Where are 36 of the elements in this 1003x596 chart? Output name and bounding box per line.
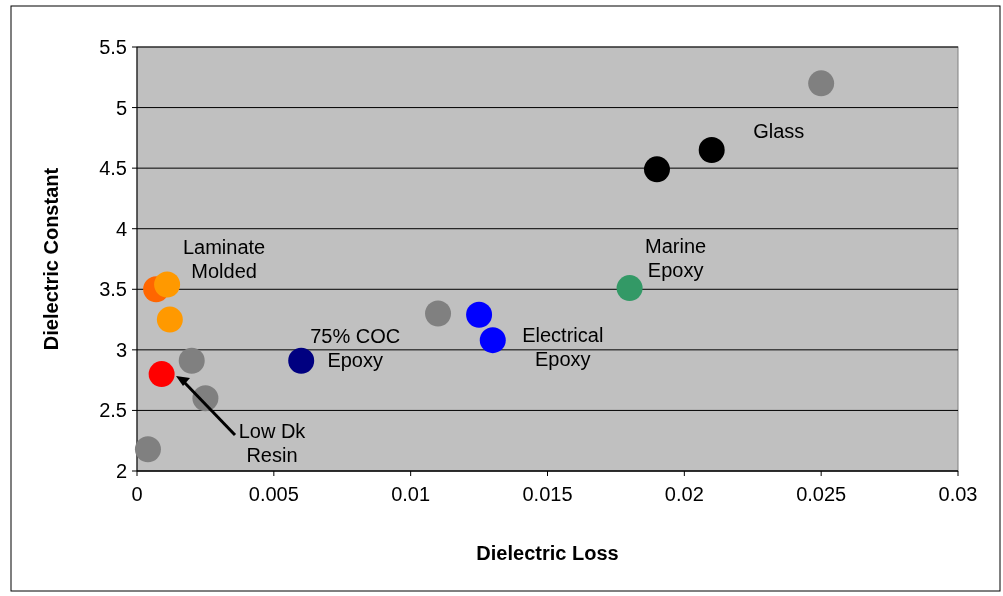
annotation: Low Dk Resin <box>238 420 307 466</box>
x-tick-label: 0 <box>131 483 143 505</box>
y-tick-label: 5.5 <box>99 36 127 58</box>
annotation: Electrical Epoxy <box>522 324 604 371</box>
x-tick-label: 0.03 <box>938 483 978 505</box>
annotation: 75% COC Epoxy <box>310 324 401 371</box>
x-tick-label: 0.025 <box>796 483 847 505</box>
point <box>148 361 175 388</box>
point <box>616 275 643 302</box>
point <box>643 156 670 183</box>
point <box>698 136 725 163</box>
point <box>154 271 181 298</box>
x-axis-title: Dielectric Loss <box>476 542 619 564</box>
y-tick-label: 2 <box>115 460 127 482</box>
x-tick-label: 0.015 <box>522 483 573 505</box>
annotation: Glass <box>753 119 805 142</box>
point <box>288 347 315 374</box>
y-tick-label: 4 <box>115 217 127 240</box>
point <box>425 300 452 327</box>
y-axis-title: Dielectric Constant <box>40 167 62 351</box>
point <box>178 347 205 374</box>
y-tick-label: 5 <box>115 96 127 119</box>
point <box>808 70 835 97</box>
x-tick-label: 0.01 <box>391 483 431 505</box>
y-tick-label: 4.5 <box>99 157 127 180</box>
annotation: Marine Epoxy <box>645 235 707 282</box>
annotation: Laminate Molded <box>182 236 266 283</box>
x-tick-label: 0.02 <box>664 483 704 505</box>
point <box>479 327 506 354</box>
y-tick-label: 3 <box>115 338 127 361</box>
point <box>134 436 161 463</box>
y-tick-label: 2.5 <box>99 399 127 422</box>
x-tick-label: 0.005 <box>248 483 299 505</box>
point <box>466 301 493 328</box>
point <box>156 306 183 333</box>
y-tick-label: 3.5 <box>99 278 127 301</box>
